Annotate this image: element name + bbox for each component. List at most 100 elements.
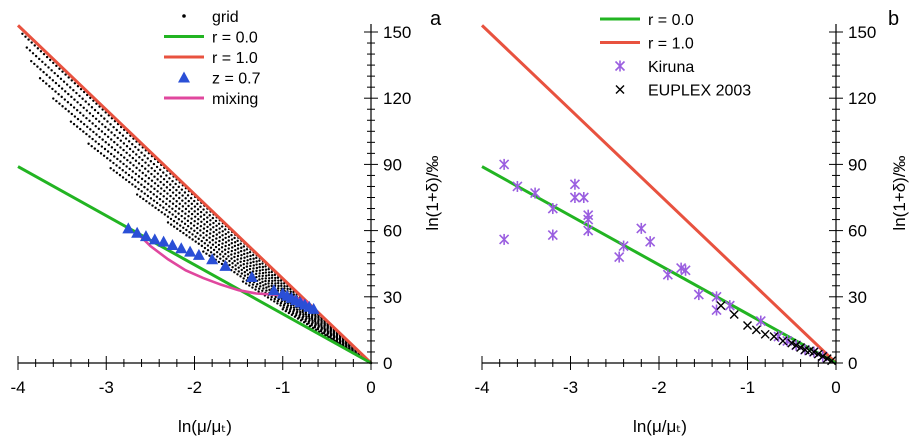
grid-point [103,132,107,136]
z07-point [157,235,170,247]
grid-point [24,35,27,38]
z07-point [184,245,197,257]
grid-point [254,272,258,276]
grid-point [215,250,219,254]
grid-point [219,253,222,256]
grid-point [236,243,240,247]
grid-point [285,308,288,311]
grid-point [239,275,242,278]
grid-point [217,260,221,264]
grid-point [203,242,207,245]
grid-point [160,187,163,190]
grid-point [216,255,219,258]
grid-point [237,270,240,273]
euplex-point [716,301,726,311]
grid-point [184,197,187,200]
grid-point [81,97,84,100]
z07-point [148,233,161,245]
grid-point [188,236,191,239]
grid-point [33,62,36,66]
grid-point [211,243,215,246]
grid-point [67,110,70,113]
grid-point [259,285,262,288]
kiruna-point [569,192,580,203]
grid-point [116,157,119,161]
grid-point [243,256,246,259]
grid-point [233,244,237,248]
grid-point [305,315,308,318]
grid-point [255,256,258,260]
grid-point [158,197,162,201]
grid-point [200,244,204,248]
grid-point [174,210,177,213]
grid-point [135,166,138,170]
grid-point [165,180,169,184]
grid-point [203,246,207,250]
kiruna-point [547,203,558,215]
grid-point [155,165,159,169]
grid-point [110,131,113,134]
grid-point [224,252,227,256]
grid-point [237,251,240,254]
grid-point [64,73,67,76]
grid-point [252,257,255,260]
grid-point [116,143,119,146]
grid-point [166,192,169,195]
grid-point [147,164,150,167]
grid-point [147,170,150,173]
grid-point [187,199,190,203]
grid-point [128,147,132,151]
grid-point [233,255,236,259]
grid-point [265,286,268,289]
z07-point [122,222,135,234]
grid-point [141,158,144,162]
grid-point [128,167,131,171]
grid-point [28,49,32,52]
kiruna-point [499,158,510,170]
y-tick-label: 30 [848,288,867,307]
grid-point [159,192,162,195]
kiruna-point [583,214,594,226]
grid-point [230,233,233,237]
grid-point [79,127,82,131]
euplex-markers [716,301,837,366]
grid-point [227,250,230,254]
grid-point [296,317,300,320]
grid-point [174,205,178,208]
grid-point [252,264,255,267]
grid-point [52,97,55,100]
grid-point [196,226,199,230]
grid-point [277,281,280,285]
grid-point [281,308,284,311]
grid-point [206,225,209,229]
grid-point [246,273,250,276]
grid-point [202,250,205,253]
legend-marker [615,85,625,94]
grid-point [98,135,101,139]
grid-point [267,282,270,285]
grid-point [55,99,58,103]
grid-point [187,214,190,218]
grid-point [254,288,257,291]
grid-point [151,204,154,207]
grid-point [106,135,110,139]
y-tick-label: 150 [383,23,411,42]
grid-point [251,286,254,289]
grid-point [130,176,134,179]
grid-point [60,95,63,99]
grid-point [242,263,245,266]
grid-point [184,212,187,215]
grid-point [152,162,156,166]
grid-point [202,227,206,230]
grid-point [264,271,268,274]
grid-point [128,154,131,157]
grid-point [189,222,193,225]
panel-b: -4 -3 -2 -1 0 0 30 60 90 120 150 r = 0.0 r = 1.0 Ki… [474,8,909,436]
kiruna-point [662,269,673,281]
grid-point [171,207,174,210]
grid-point [228,263,231,267]
grid-point [230,238,234,241]
grid-point [233,252,237,255]
grid-point [205,211,208,214]
series-line [480,24,838,365]
